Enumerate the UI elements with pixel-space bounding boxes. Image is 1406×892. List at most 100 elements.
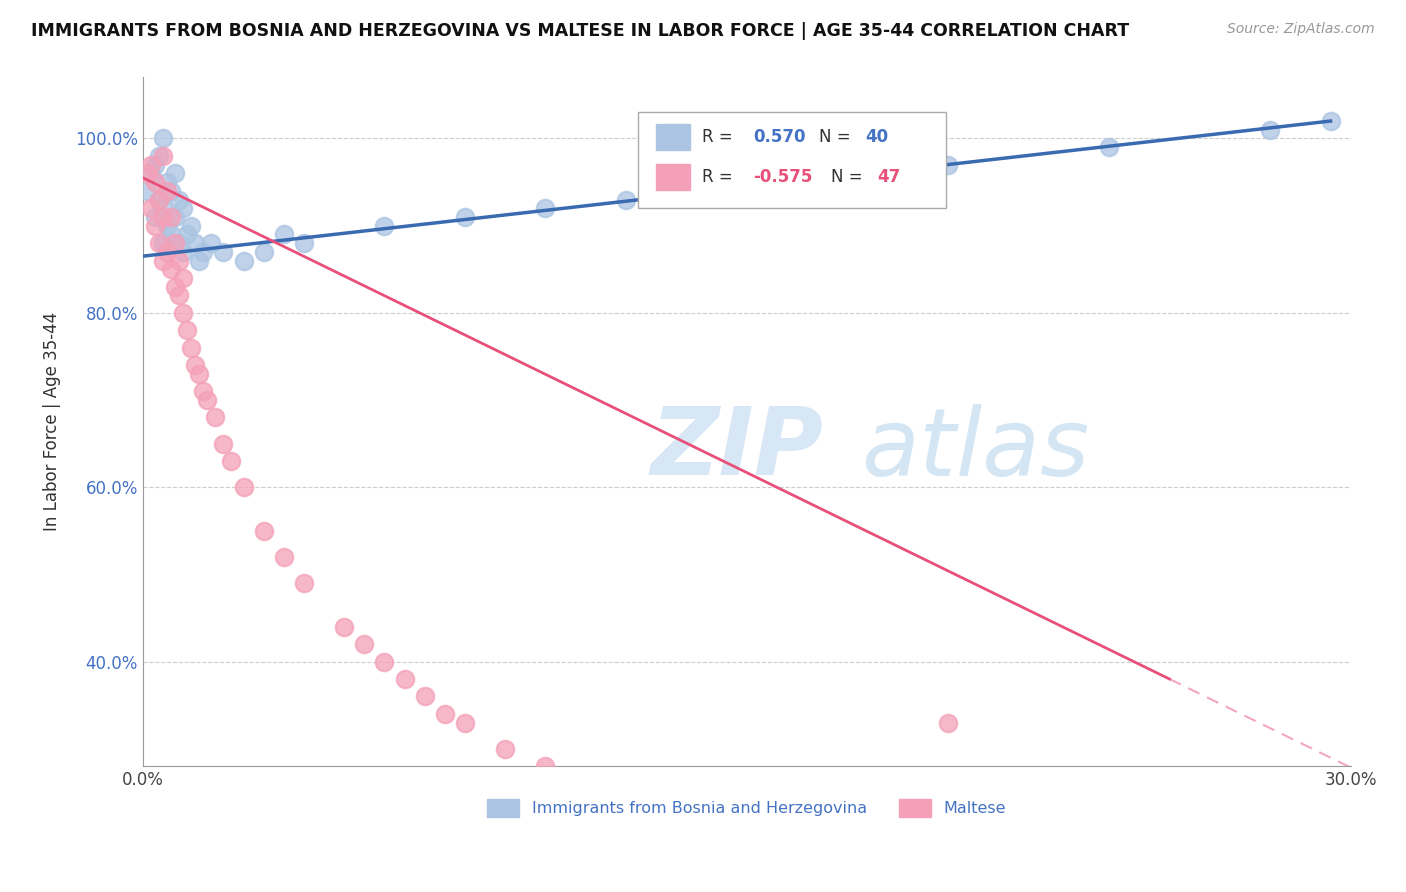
Point bbox=[188, 253, 211, 268]
Point bbox=[373, 219, 395, 233]
Point bbox=[936, 158, 959, 172]
Text: R =: R = bbox=[702, 128, 733, 146]
Point bbox=[152, 253, 174, 268]
Point bbox=[139, 158, 162, 172]
Text: R =: R = bbox=[702, 169, 733, 186]
Point bbox=[454, 210, 477, 224]
Point bbox=[200, 236, 222, 251]
Text: N =: N = bbox=[820, 128, 851, 146]
Point bbox=[165, 210, 187, 224]
Point bbox=[139, 201, 162, 215]
Point bbox=[413, 690, 436, 704]
Point bbox=[167, 288, 190, 302]
Point bbox=[614, 794, 637, 808]
Point bbox=[143, 219, 166, 233]
Point bbox=[180, 219, 202, 233]
Point bbox=[232, 253, 254, 268]
Point bbox=[160, 262, 183, 277]
Point bbox=[1098, 140, 1121, 154]
Point bbox=[152, 149, 174, 163]
Point bbox=[143, 175, 166, 189]
Bar bbox=[657, 124, 690, 150]
Point bbox=[156, 175, 179, 189]
Point bbox=[1258, 122, 1281, 136]
Point bbox=[232, 480, 254, 494]
Point bbox=[253, 524, 276, 538]
Point bbox=[221, 454, 243, 468]
Point bbox=[936, 715, 959, 730]
Bar bbox=[657, 163, 690, 190]
Point bbox=[172, 306, 194, 320]
Point bbox=[1319, 114, 1341, 128]
Point bbox=[148, 193, 170, 207]
Point bbox=[165, 279, 187, 293]
Point bbox=[394, 672, 416, 686]
Point bbox=[534, 759, 557, 773]
Point bbox=[575, 777, 598, 791]
Point bbox=[212, 436, 235, 450]
Point bbox=[204, 410, 226, 425]
Text: N =: N = bbox=[831, 169, 863, 186]
Point bbox=[1178, 812, 1201, 826]
Text: atlas: atlas bbox=[862, 404, 1090, 495]
Point bbox=[696, 184, 718, 198]
Point bbox=[212, 244, 235, 259]
Point bbox=[156, 244, 179, 259]
Point bbox=[776, 175, 799, 189]
Point bbox=[253, 244, 276, 259]
Point bbox=[696, 829, 718, 843]
Point bbox=[143, 158, 166, 172]
Point bbox=[135, 166, 157, 180]
Point bbox=[273, 227, 295, 242]
Point bbox=[172, 244, 194, 259]
Point bbox=[156, 219, 179, 233]
Point bbox=[180, 341, 202, 355]
Point bbox=[152, 131, 174, 145]
Legend: Immigrants from Bosnia and Herzegovina, Maltese: Immigrants from Bosnia and Herzegovina, … bbox=[481, 792, 1012, 823]
Point bbox=[373, 655, 395, 669]
Point bbox=[494, 741, 516, 756]
Point bbox=[152, 210, 174, 224]
Point bbox=[172, 271, 194, 285]
Point bbox=[167, 193, 190, 207]
Point bbox=[292, 576, 315, 591]
Point bbox=[195, 392, 218, 407]
Point bbox=[454, 715, 477, 730]
Point bbox=[176, 227, 198, 242]
Text: ZIP: ZIP bbox=[650, 403, 823, 495]
Point bbox=[135, 184, 157, 198]
Point bbox=[614, 193, 637, 207]
Point bbox=[193, 244, 215, 259]
Point bbox=[292, 236, 315, 251]
Point bbox=[165, 236, 187, 251]
Point bbox=[165, 166, 187, 180]
Text: IMMIGRANTS FROM BOSNIA AND HERZEGOVINA VS MALTESE IN LABOR FORCE | AGE 35-44 COR: IMMIGRANTS FROM BOSNIA AND HERZEGOVINA V… bbox=[31, 22, 1129, 40]
Point bbox=[160, 227, 183, 242]
Point bbox=[152, 201, 174, 215]
Point bbox=[172, 201, 194, 215]
Point bbox=[273, 549, 295, 564]
Point bbox=[184, 358, 207, 372]
Point bbox=[188, 367, 211, 381]
Point bbox=[184, 236, 207, 251]
Point bbox=[160, 184, 183, 198]
Point bbox=[534, 201, 557, 215]
Point bbox=[167, 236, 190, 251]
Point bbox=[167, 253, 190, 268]
Point bbox=[333, 620, 356, 634]
Point bbox=[433, 706, 456, 721]
Point bbox=[148, 149, 170, 163]
FancyBboxPatch shape bbox=[638, 112, 946, 209]
Point bbox=[143, 210, 166, 224]
Text: Source: ZipAtlas.com: Source: ZipAtlas.com bbox=[1227, 22, 1375, 37]
Point bbox=[156, 184, 179, 198]
Text: 0.570: 0.570 bbox=[752, 128, 806, 146]
Point bbox=[148, 193, 170, 207]
Text: 47: 47 bbox=[877, 169, 900, 186]
Point bbox=[176, 323, 198, 337]
Point bbox=[152, 236, 174, 251]
Text: -0.575: -0.575 bbox=[752, 169, 813, 186]
Point bbox=[160, 210, 183, 224]
Y-axis label: In Labor Force | Age 35-44: In Labor Force | Age 35-44 bbox=[44, 312, 60, 532]
Point bbox=[139, 166, 162, 180]
